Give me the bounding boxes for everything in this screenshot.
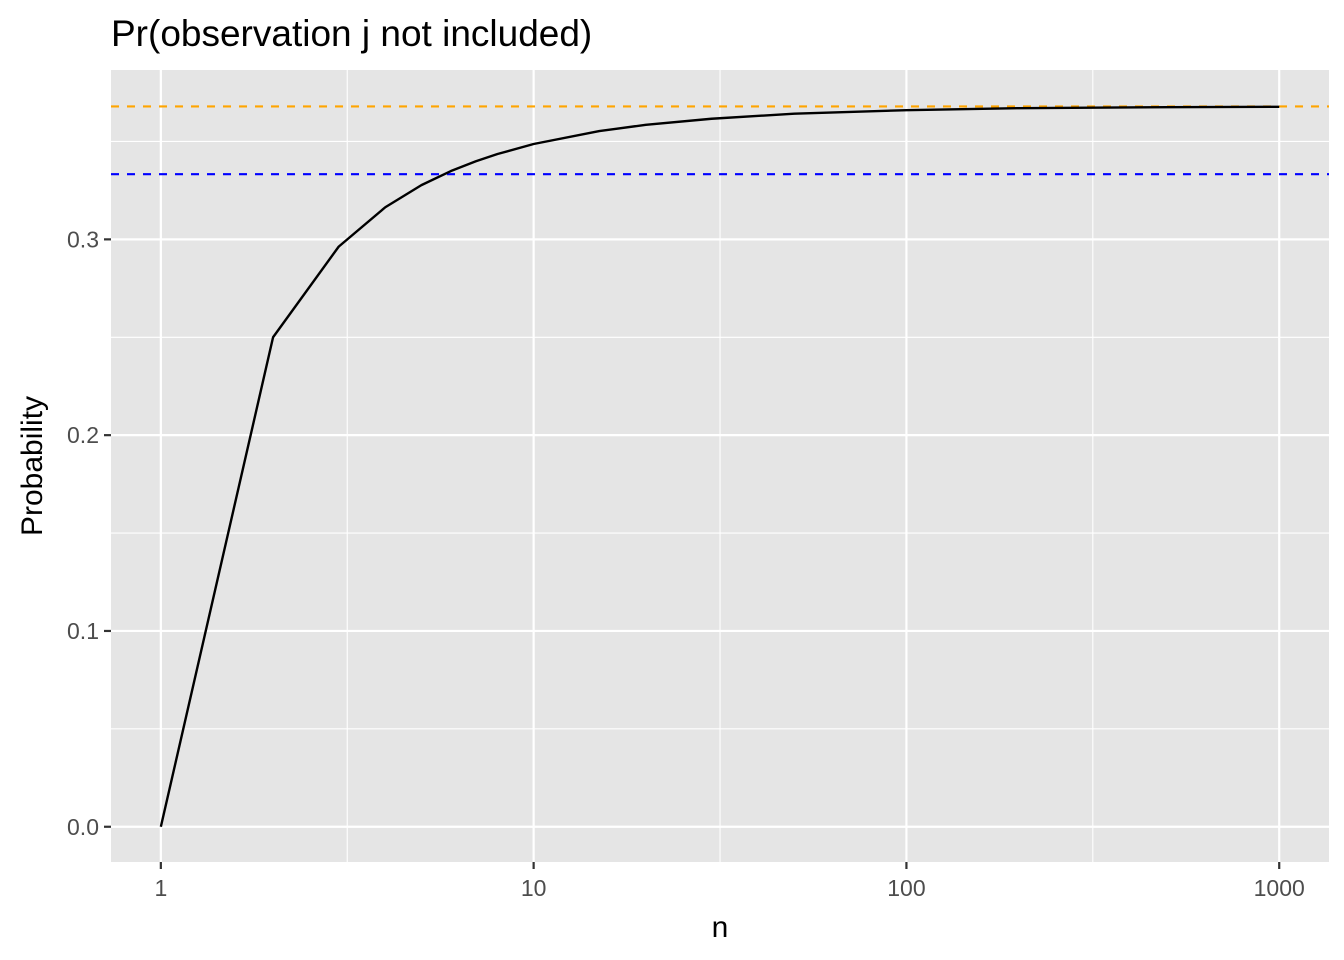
series-line [159,105,1280,828]
y-tick-label: 0.2 [67,422,99,448]
y-axis-ticks: 0.0 0.1 0.2 0.3 [67,226,111,840]
major-gridlines [111,70,1329,862]
x-tick-label: 100 [887,875,925,901]
x-axis-ticks: 1 10 100 1000 [154,862,1305,901]
series-lines [159,105,1280,828]
x-tick-label: 1 [154,875,167,901]
y-axis-title: Probability [16,396,49,536]
y-tick-label: 0.1 [67,618,99,644]
x-axis-title: n [712,911,729,944]
x-tick-label: 10 [521,875,547,901]
y-tick-label: 0.0 [67,814,99,840]
x-tick-label: 1000 [1254,875,1305,901]
chart-title: Pr(observation j not included) [111,13,592,54]
minor-gridlines [111,70,1329,862]
y-tick-label: 0.3 [67,226,99,252]
